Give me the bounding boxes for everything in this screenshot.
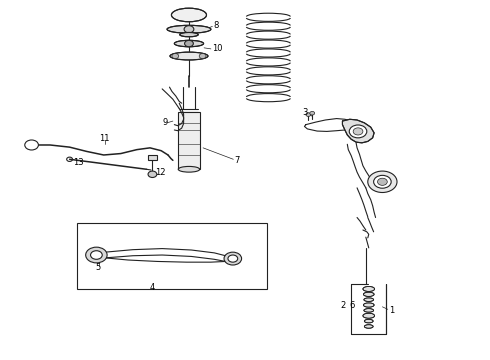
Circle shape	[148, 171, 157, 177]
Text: 3: 3	[302, 108, 308, 117]
Text: 4: 4	[150, 283, 155, 292]
Circle shape	[224, 252, 242, 265]
Circle shape	[377, 178, 387, 185]
Ellipse shape	[363, 287, 374, 292]
Text: 8: 8	[213, 21, 219, 30]
Text: 11: 11	[99, 134, 109, 143]
Text: 6: 6	[349, 301, 355, 310]
Circle shape	[86, 247, 107, 263]
Circle shape	[172, 54, 179, 59]
Ellipse shape	[364, 292, 374, 296]
Text: 2: 2	[341, 301, 346, 310]
Circle shape	[349, 125, 367, 138]
Circle shape	[353, 128, 363, 135]
Ellipse shape	[364, 303, 374, 307]
Ellipse shape	[363, 313, 374, 318]
Circle shape	[184, 26, 194, 33]
Circle shape	[199, 54, 206, 59]
Bar	[178, 112, 200, 169]
Text: 7: 7	[234, 156, 240, 165]
Polygon shape	[343, 119, 374, 143]
Circle shape	[185, 40, 194, 47]
Text: 13: 13	[74, 158, 84, 167]
Circle shape	[374, 175, 391, 188]
Text: 12: 12	[155, 168, 165, 177]
Text: 9: 9	[162, 118, 168, 127]
Circle shape	[25, 140, 38, 150]
Ellipse shape	[180, 32, 198, 37]
Text: 10: 10	[212, 44, 222, 53]
Circle shape	[306, 113, 311, 116]
Ellipse shape	[364, 298, 374, 301]
Circle shape	[368, 171, 397, 193]
Ellipse shape	[365, 319, 373, 323]
Text: 1: 1	[389, 306, 394, 315]
Ellipse shape	[170, 52, 208, 60]
Circle shape	[310, 111, 315, 115]
Ellipse shape	[365, 325, 373, 328]
Ellipse shape	[364, 309, 374, 312]
Circle shape	[228, 255, 238, 262]
Ellipse shape	[172, 8, 206, 22]
Bar	[77, 223, 267, 289]
Ellipse shape	[167, 25, 211, 33]
Ellipse shape	[174, 40, 203, 47]
Bar	[147, 155, 157, 160]
Text: 5: 5	[95, 263, 100, 272]
Circle shape	[91, 251, 102, 259]
Ellipse shape	[178, 166, 200, 172]
